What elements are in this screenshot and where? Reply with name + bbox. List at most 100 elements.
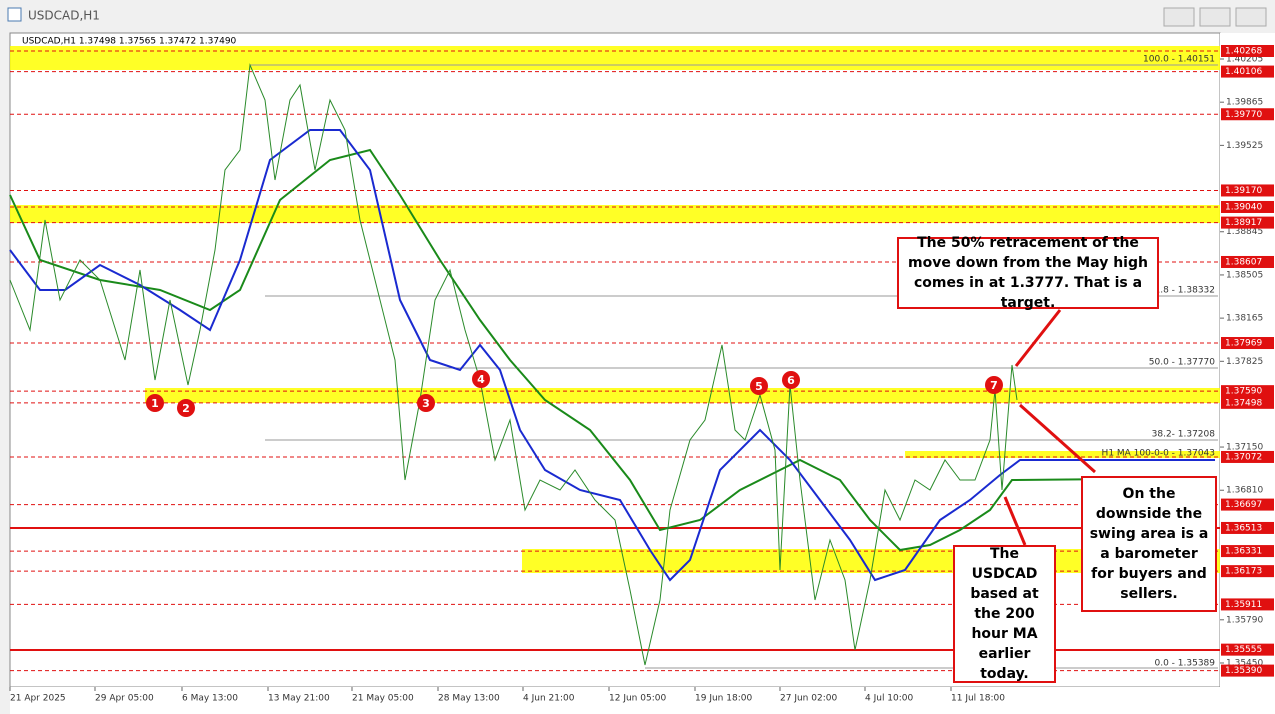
level-tag (1221, 396, 1274, 409)
level-tag (1221, 565, 1274, 578)
level-label: 1.36513 (1225, 523, 1262, 533)
price-label: 1.37150 (1226, 443, 1263, 453)
price-label: 1.39525 (1226, 141, 1263, 151)
date-label: 12 Jun 05:00 (609, 694, 666, 704)
fib-label: 61.8 - 1.38332 (1149, 286, 1215, 296)
marker-label: 4 (477, 373, 485, 386)
minimize-button[interactable] (1163, 7, 1195, 27)
date-label: 13 May 21:00 (268, 694, 330, 704)
level-label: 1.35555 (1225, 645, 1262, 655)
zone (10, 205, 1220, 223)
level-label: 1.39170 (1225, 186, 1262, 196)
level-tag (1221, 664, 1274, 677)
ma-200 (9, 148, 1216, 552)
level-label: 1.37969 (1225, 339, 1262, 349)
date-label: 29 Apr 05:00 (95, 694, 154, 704)
level-label: 1.40106 (1225, 67, 1262, 77)
window-icon (7, 7, 22, 22)
level-label: 1.38917 (1225, 218, 1262, 228)
price-label: 1.38165 (1226, 314, 1263, 324)
date-label: 21 May 05:00 (352, 694, 414, 704)
annotation: The 50% retracement of the move down fro… (897, 235, 1159, 311)
chart-header: USDCAD,H1 1.37498 1.37565 1.37472 1.3749… (22, 37, 237, 47)
level-label: 1.40268 (1225, 46, 1262, 56)
level-label: 1.38607 (1225, 257, 1262, 267)
fib-label: 38.2- 1.37208 (1152, 430, 1216, 440)
date-label: 11 Jul 18:00 (951, 694, 1005, 704)
zone (905, 451, 1220, 458)
price-label: 1.35790 (1226, 615, 1263, 625)
price-label: 1.39865 (1226, 98, 1263, 108)
level-label: 1.36173 (1225, 567, 1262, 577)
level-label: 1.35390 (1225, 666, 1262, 676)
price-label: 1.38845 (1226, 227, 1263, 237)
date-label: 4 Jun 21:00 (523, 694, 575, 704)
level-tag (1221, 643, 1274, 656)
fib-label: 50.0 - 1.37770 (1149, 358, 1215, 368)
level-tag (1221, 184, 1274, 197)
marker-label: 5 (755, 380, 763, 393)
maximize-button[interactable] (1199, 7, 1231, 27)
level-label: 1.37498 (1225, 398, 1262, 408)
level-tag (1221, 44, 1274, 57)
arrow (1003, 496, 1027, 546)
window-title: USDCAD,H1 (28, 9, 100, 23)
level-label: 1.36331 (1225, 547, 1262, 557)
date-axis (10, 687, 1275, 714)
marker (472, 370, 490, 388)
arrow (1014, 309, 1062, 367)
annotation: On the downside the swing area is a a ba… (1081, 476, 1217, 612)
fib-label: 0.0 - 1.35389 (1155, 659, 1216, 669)
level-tag (1221, 521, 1274, 534)
level-tag (1221, 498, 1274, 511)
price-label: 1.38505 (1226, 270, 1263, 280)
price-label: 1.37825 (1226, 357, 1263, 367)
marker (177, 399, 195, 417)
marker-label: 6 (787, 374, 795, 387)
level-label: 1.39770 (1225, 110, 1262, 120)
close-button[interactable] (1235, 7, 1267, 27)
marker (417, 394, 435, 412)
fib-label: 100.0 - 1.40151 (1143, 55, 1215, 65)
zone (145, 388, 1220, 403)
level-tag (1221, 545, 1274, 558)
date-label: 27 Jun 02:00 (780, 694, 837, 704)
price-label: 1.35450 (1226, 658, 1263, 668)
date-label: 6 May 13:00 (182, 694, 238, 704)
level-tag (1221, 216, 1274, 229)
marker-label: 3 (422, 397, 430, 410)
zones (10, 46, 1220, 573)
level-tag (1221, 598, 1274, 611)
title-bar (0, 0, 1275, 32)
price-line (9, 63, 1018, 666)
marker (782, 371, 800, 389)
level-tag (1221, 200, 1274, 213)
marker (146, 394, 164, 412)
price-label: 1.40205 (1226, 55, 1263, 65)
price-axis (1220, 33, 1275, 687)
level-tag (1221, 255, 1274, 268)
arrow (1019, 403, 1096, 474)
level-tag (1221, 450, 1274, 463)
price-label: 1.36810 (1226, 486, 1263, 496)
fib-label: H1 MA 100-0-0 - 1.37043 (1102, 449, 1215, 459)
level-tag (1221, 337, 1274, 350)
marker-label: 7 (990, 379, 998, 392)
level-label: 1.37072 (1225, 452, 1262, 462)
date-label: 19 Jun 18:00 (695, 694, 752, 704)
level-label: 1.37590 (1225, 387, 1262, 397)
annotation: The USDCAD based at the 200 hour MA earl… (953, 545, 1056, 683)
date-label: 4 Jul 10:00 (865, 694, 914, 704)
ma-100 (9, 129, 1215, 582)
level-tag (1221, 108, 1274, 121)
date-label: 21 Apr 2025 (10, 694, 66, 704)
date-label: 28 May 13:00 (438, 694, 500, 704)
marker-label: 2 (182, 402, 190, 415)
marker-label: 1 (151, 397, 159, 410)
level-tag (1221, 65, 1274, 78)
marker (750, 377, 768, 395)
level-label: 1.39040 (1225, 202, 1262, 212)
level-label: 1.35911 (1225, 600, 1262, 610)
level-label: 1.36697 (1225, 500, 1262, 510)
